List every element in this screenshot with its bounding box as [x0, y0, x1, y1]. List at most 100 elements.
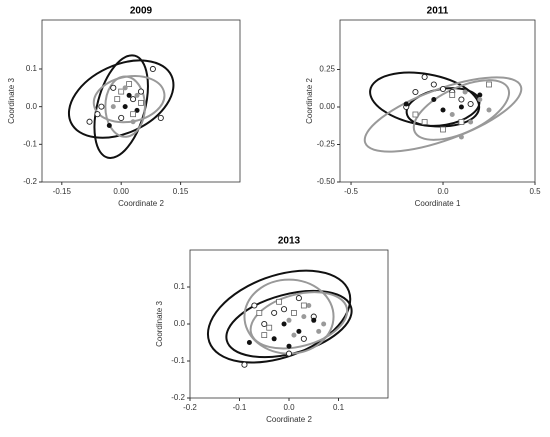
point [134, 92, 140, 98]
x-tick-label: -0.5 [344, 187, 358, 196]
point [261, 320, 268, 328]
x-axis-label: Coordinate 1 [415, 199, 461, 208]
point [421, 73, 428, 81]
point [280, 306, 288, 313]
y-tick-label: -0.50 [317, 177, 336, 186]
plot: 2009 -0.15 0.00 0.15 0.1 0.0 -0.1 -0.2 Coordinat… [7, 6, 241, 208]
point [149, 65, 156, 73]
point [440, 107, 446, 113]
y-tick-label: 0.1 [174, 282, 186, 291]
x-tick-label: 0.0 [437, 187, 449, 196]
point [468, 119, 474, 125]
plot-frame [339, 19, 536, 183]
point [122, 104, 128, 110]
y-axis-label: Coordinate 3 [155, 301, 164, 347]
point [114, 96, 121, 103]
point [300, 302, 307, 309]
y-tick-label: -0.25 [317, 140, 336, 149]
point [130, 111, 136, 118]
confidence-ellipse [249, 291, 349, 350]
point [94, 111, 101, 118]
point [118, 88, 125, 95]
point [271, 336, 277, 342]
point [251, 302, 258, 309]
point [321, 321, 327, 327]
point [412, 88, 419, 96]
point [86, 118, 93, 125]
x-tick-label: -0.2 [183, 403, 197, 412]
point [126, 92, 132, 98]
point [458, 104, 464, 110]
chart-title: 2009 [130, 6, 153, 17]
y-tick-label: 0.0 [26, 102, 38, 111]
x-tick-label: 0.0 [283, 403, 295, 412]
x-tick-label: -0.1 [233, 403, 247, 412]
y-tick-label: 0.0 [174, 319, 186, 328]
x-tick-label: 0.5 [529, 187, 541, 196]
point [458, 96, 465, 103]
plot: 2011 -0.5 0.0 0.5 0.25 0.00 -0.25 -0.50 Coordina… [305, 6, 541, 208]
point [301, 314, 307, 320]
plot: 2013 -0.2 -0.1 0.0 0.1 0.1 0.0 -0.1 -0.2 Coordina… [155, 236, 389, 424]
point [266, 324, 273, 331]
point [306, 303, 312, 308]
confidence-ellipse [412, 79, 511, 141]
point [241, 361, 248, 368]
y-tick-label: -0.2 [23, 177, 37, 186]
chart-title: 2011 [427, 6, 449, 17]
chart-title: 2013 [278, 236, 301, 247]
point [122, 85, 128, 91]
point [439, 85, 447, 93]
point [130, 119, 136, 125]
point [458, 119, 465, 125]
x-tick-label: 0.15 [173, 187, 189, 196]
y-tick-label: -0.1 [23, 139, 37, 148]
point [316, 328, 322, 334]
point [462, 89, 468, 95]
y-tick-label: -0.2 [171, 393, 185, 402]
y-tick-label: 0.1 [26, 64, 38, 73]
point [449, 112, 455, 117]
point [467, 100, 474, 108]
point [98, 103, 105, 110]
point [106, 122, 112, 128]
point [110, 104, 116, 110]
y-axis-label: Coordinate 2 [305, 78, 314, 124]
point [286, 343, 292, 349]
x-tick-label: 0.00 [113, 187, 129, 196]
confidence-ellipse [243, 278, 335, 355]
point [300, 335, 307, 342]
point [126, 81, 133, 87]
point [285, 350, 293, 357]
y-tick-label: 0.25 [319, 65, 335, 74]
x-tick-label: -0.15 [53, 187, 72, 196]
point [486, 81, 492, 88]
point [291, 332, 297, 338]
confidence-ellipse [206, 269, 352, 364]
point [449, 92, 456, 98]
point [291, 309, 297, 316]
point [486, 107, 492, 113]
point [110, 84, 117, 91]
point [295, 295, 302, 302]
point [276, 298, 283, 305]
x-axis-label: Coordinate 2 [266, 415, 312, 424]
point [246, 340, 252, 345]
x-axis-label: Coordinate 2 [118, 199, 164, 208]
point [286, 317, 292, 323]
y-tick-label: 0.00 [319, 102, 335, 111]
point [477, 97, 483, 102]
point [137, 88, 145, 95]
point [118, 114, 125, 122]
point [281, 321, 287, 327]
y-axis-label: Coordinate 3 [7, 78, 16, 124]
point [421, 119, 428, 125]
confidence-ellipse [92, 75, 166, 124]
point [261, 332, 268, 339]
point [138, 99, 144, 106]
point [412, 111, 419, 118]
point [311, 317, 317, 323]
point [431, 97, 437, 102]
confidence-ellipse [93, 54, 149, 159]
